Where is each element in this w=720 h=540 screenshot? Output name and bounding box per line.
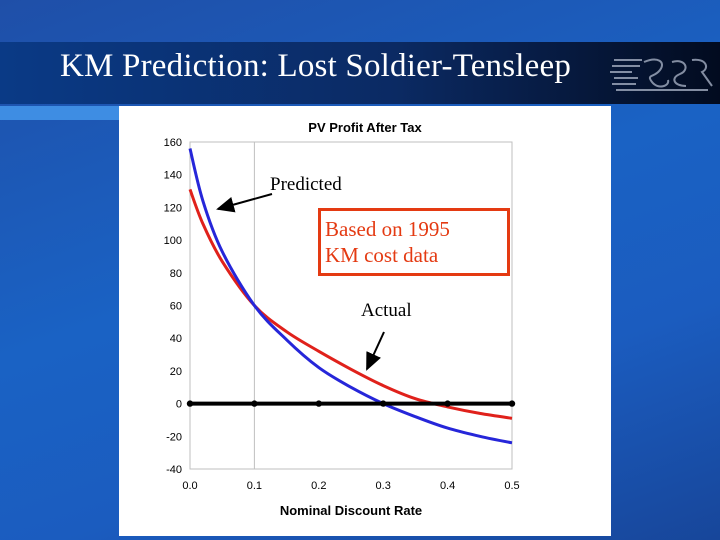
y-tick-label: 100 [164, 235, 182, 247]
y-tick-label: 60 [170, 301, 182, 313]
actual-label: Actual [361, 300, 412, 321]
plot-area [189, 141, 513, 470]
chart-title: PV Profit After Tax [308, 120, 422, 135]
y-tick-label: 120 [164, 202, 182, 214]
note-text: Based on 1995 KM cost data [325, 216, 505, 268]
zero-line-marker [444, 400, 451, 407]
x-tick-label: 0.5 [504, 480, 519, 492]
y-tick-label: 40 [170, 333, 182, 345]
zero-line-marker [251, 400, 258, 407]
accent-strip [0, 106, 130, 120]
pv-profit-chart: -40 -20 0 20 40 60 80 100 120 140 160 0.0 0.1 0.2 0.3 0… [164, 120, 520, 518]
y-tick-label: 160 [164, 137, 182, 149]
zero-line-marker [186, 400, 194, 407]
y-tick-label: 140 [164, 170, 182, 182]
y-tick-label: 20 [170, 366, 182, 378]
chart-panel: -40 -20 0 20 40 60 80 100 120 140 160 0.0 0.1 0.2 0.3 0… [119, 106, 611, 536]
zero-line-marker [508, 400, 516, 407]
company-logo-icon [610, 58, 713, 91]
y-tick-label: -40 [166, 464, 182, 476]
note-line-1: Based on 1995 [325, 217, 450, 241]
x-tick-label: 0.1 [247, 480, 262, 492]
actual-series-line [188, 148, 513, 445]
note-box [318, 208, 510, 276]
zero-line-marker [315, 400, 322, 407]
zero-line-marker [380, 400, 387, 407]
predicted-label: Predicted [270, 174, 342, 195]
x-tick-label: 0.3 [376, 480, 391, 492]
x-tick-label: 0.4 [440, 480, 455, 492]
predicted-series-line [188, 188, 513, 420]
slide-title: KM Prediction: Lost Soldier-Tensleep [60, 48, 572, 84]
y-tick-label: 0 [176, 399, 182, 411]
y-tick-label: 80 [170, 268, 182, 280]
x-tick-label: 0.0 [182, 480, 197, 492]
title-bar [0, 42, 720, 104]
x-axis-label: Nominal Discount Rate [280, 503, 422, 518]
x-tick-label: 0.2 [311, 480, 326, 492]
y-tick-label: -20 [166, 431, 182, 443]
predicted-arrow [216, 193, 273, 213]
actual-arrow [366, 331, 385, 371]
note-line-2: KM cost data [325, 243, 439, 267]
